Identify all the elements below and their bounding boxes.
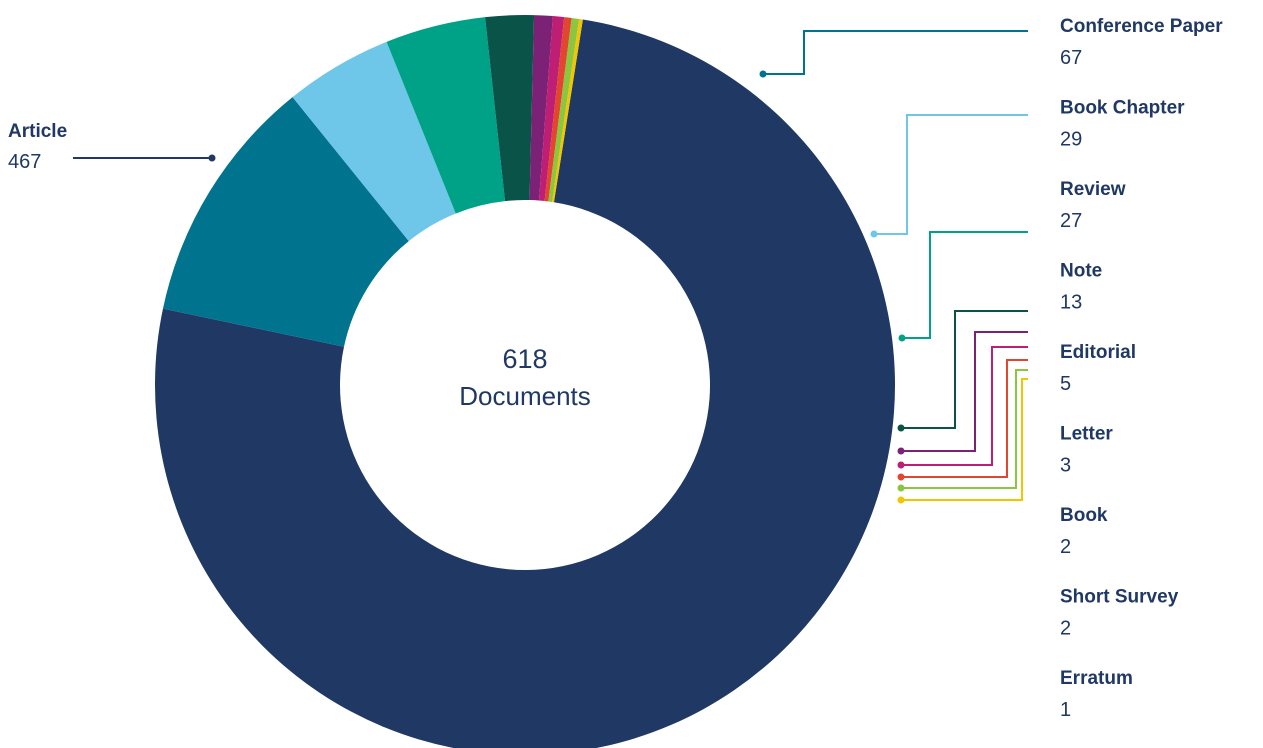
label-book-chapter-name: Book Chapter: [1060, 98, 1185, 119]
leader-dot-book: [897, 473, 905, 481]
donut-slices: [155, 14, 895, 748]
leader-editorial: [901, 331, 1028, 452]
label-book-value: 2: [1060, 536, 1071, 558]
label-article-name: Article: [8, 121, 67, 142]
label-article-value: 467: [8, 151, 41, 173]
leader-dot-article: [208, 154, 216, 162]
leader-dot-conference-paper: [759, 70, 767, 78]
leader-dot-editorial: [897, 447, 905, 455]
leader-dot-note: [897, 424, 905, 432]
leader-dot-book-chapter: [870, 230, 878, 238]
leader-dot-letter: [897, 461, 905, 469]
leader-book-chapter: [874, 114, 1028, 235]
slice-review: [386, 17, 506, 214]
slice-editorial: [529, 15, 553, 201]
slice-note: [485, 14, 535, 202]
slice-conference-paper: [162, 97, 409, 347]
label-short-survey-name: Short Survey: [1060, 587, 1179, 608]
leader-erratum: [901, 378, 1028, 501]
leader-dot-short-survey: [897, 484, 905, 492]
leader-letter: [901, 346, 1028, 466]
slice-letter: [538, 16, 565, 202]
label-editorial-value: 5: [1060, 373, 1071, 395]
label-conference-paper-name: Conference Paper: [1060, 16, 1223, 37]
leader-dot-erratum: [897, 496, 905, 504]
label-short-survey-value: 2: [1060, 618, 1071, 640]
leader-lines: [73, 30, 1028, 504]
slice-erratum: [552, 18, 583, 203]
leader-dot-review: [898, 334, 906, 342]
leader-conference-paper: [763, 30, 1028, 75]
label-editorial-name: Editorial: [1060, 342, 1136, 363]
label-review-name: Review: [1060, 179, 1126, 200]
label-note-name: Note: [1060, 261, 1102, 282]
label-letter-name: Letter: [1060, 424, 1113, 445]
label-book-chapter-value: 29: [1060, 129, 1082, 151]
leader-book: [901, 359, 1028, 478]
label-erratum-value: 1: [1060, 699, 1071, 721]
label-book-name: Book: [1060, 505, 1108, 526]
label-letter-value: 3: [1060, 455, 1071, 477]
slice-book-chapter: [292, 41, 456, 242]
leader-note: [901, 310, 1028, 429]
leader-short-survey: [901, 369, 1028, 489]
slice-short-survey: [548, 17, 580, 202]
label-note-value: 13: [1060, 292, 1082, 314]
leader-review: [902, 231, 1028, 339]
center-total-value: 618: [502, 344, 547, 374]
slice-book: [544, 17, 572, 202]
label-erratum-name: Erratum: [1060, 668, 1133, 689]
slice-article: [155, 19, 895, 748]
slice-labels: Article 467 Conference Paper 67 Book Chapter…: [8, 16, 1223, 721]
label-review-value: 27: [1060, 210, 1082, 232]
label-conference-paper-value: 67: [1060, 47, 1082, 69]
center-total-label: Documents: [459, 381, 591, 411]
